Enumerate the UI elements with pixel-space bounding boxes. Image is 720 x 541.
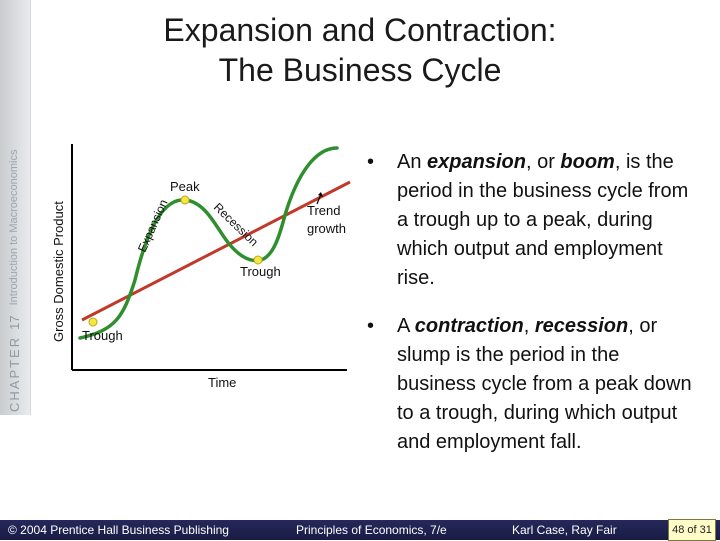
chapter-sidebar (0, 0, 31, 415)
trend-label-line-1: Trend (307, 203, 340, 218)
footer-authors: Karl Case, Ray Fair (512, 523, 617, 537)
bullet-contraction: • A contraction, recession, or slump is … (367, 312, 707, 492)
chapter-label: CHAPTER (6, 335, 22, 412)
trough-point-upper (253, 255, 263, 265)
bullet-dot: • (367, 315, 375, 337)
term-boom: boom (560, 151, 615, 173)
slide-title-line-1: Expansion and Contraction: (163, 12, 557, 48)
footer-book-title: Principles of Economics, 7/e (296, 523, 447, 537)
trend-pointer-arrowhead (318, 192, 323, 197)
trend-growth-line (81, 180, 351, 322)
chapter-title: Introduction to Macroeconomics (8, 149, 20, 306)
chapter-number: 17 (6, 315, 22, 330)
slide-title-line-2: The Business Cycle (218, 52, 502, 88)
peak-label: Peak (170, 179, 200, 194)
x-axis-label: Time (208, 375, 236, 390)
page-total: 31 (699, 524, 712, 536)
footer-bar: © 2004 Prentice Hall Business Publishing… (0, 520, 720, 540)
chapter-sidebar-text: CHAPTER 17 Introduction to Macroeconomic… (2, 2, 26, 412)
trough-label-upper: Trough (240, 264, 281, 279)
business-cycle-curve (78, 146, 339, 340)
term-contraction: contraction (414, 315, 524, 337)
term-expansion: expansion (427, 151, 526, 173)
y-axis-label: Gross Domestic Product (51, 201, 66, 342)
trend-label-line-2: growth (307, 221, 346, 236)
peak-point (180, 195, 190, 205)
page-separator: of (687, 524, 697, 536)
page-current: 48 (672, 524, 685, 536)
term-recession: recession (534, 315, 629, 337)
bullet-text: An expansion, or boom, is the period in … (397, 151, 689, 289)
bullet-text: A contraction, recession, or slump is th… (397, 315, 692, 453)
expansion-label: Expansion (135, 197, 171, 254)
footer-copyright: © 2004 Prentice Hall Business Publishing (8, 523, 229, 537)
page-number-box: 48 of 31 (668, 519, 716, 541)
trough-point-lower (88, 317, 98, 327)
slide-title: Expansion and Contraction: The Business … (100, 10, 620, 90)
bullet-expansion: • An expansion, or boom, is the period i… (367, 148, 707, 298)
business-cycle-diagram: Gross Domestic Product Time Peak Trough … (51, 144, 351, 390)
bullet-dot: • (367, 151, 375, 173)
trough-label-lower: Trough (82, 328, 123, 343)
